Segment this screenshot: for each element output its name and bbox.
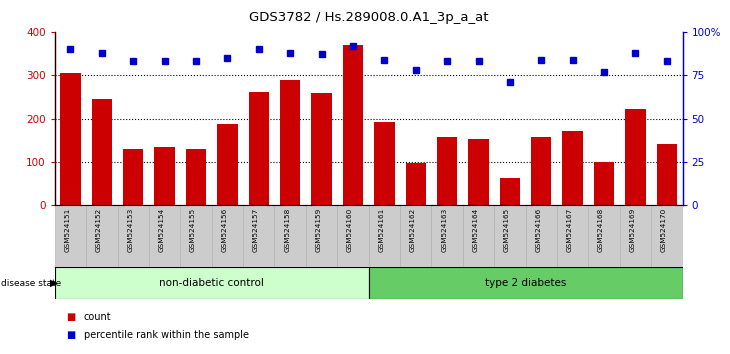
Text: GSM524166: GSM524166 [535, 208, 542, 252]
Bar [55, 267, 369, 299]
Text: GSM524169: GSM524169 [629, 208, 636, 252]
Text: GSM524165: GSM524165 [504, 208, 510, 252]
Text: GSM524164: GSM524164 [472, 208, 479, 252]
Text: GSM524167: GSM524167 [566, 208, 573, 252]
Bar [312, 93, 331, 205]
Bar [620, 205, 651, 269]
Bar [531, 137, 551, 205]
Text: GSM524154: GSM524154 [158, 208, 165, 252]
Bar [500, 178, 520, 205]
Bar [469, 139, 488, 205]
Text: ■: ■ [66, 312, 75, 322]
Text: GSM524155: GSM524155 [190, 208, 196, 252]
Bar [651, 205, 683, 269]
Bar [463, 205, 494, 269]
Bar [118, 205, 149, 269]
Bar [92, 99, 112, 205]
Bar [626, 109, 645, 205]
Text: GSM524156: GSM524156 [221, 208, 228, 252]
Bar [406, 163, 426, 205]
Text: GSM524153: GSM524153 [127, 208, 134, 252]
Bar [431, 205, 463, 269]
Bar [369, 267, 683, 299]
Bar [306, 205, 337, 269]
Bar [212, 205, 243, 269]
Text: count: count [84, 312, 112, 322]
Text: GSM524152: GSM524152 [96, 208, 102, 252]
Bar [186, 149, 206, 205]
Text: percentile rank within the sample: percentile rank within the sample [84, 330, 249, 339]
Text: GSM524162: GSM524162 [410, 208, 416, 252]
Text: GSM524158: GSM524158 [284, 208, 291, 252]
Text: GSM524170: GSM524170 [661, 208, 667, 252]
Bar [594, 162, 614, 205]
Text: type 2 diabetes: type 2 diabetes [485, 278, 566, 288]
Bar [123, 149, 143, 205]
Text: GSM524163: GSM524163 [441, 208, 447, 252]
Bar [180, 205, 212, 269]
Text: GSM524160: GSM524160 [347, 208, 353, 252]
Text: GSM524159: GSM524159 [315, 208, 322, 252]
Bar [243, 205, 274, 269]
Bar [657, 144, 677, 205]
Text: GSM524161: GSM524161 [378, 208, 385, 252]
Text: GSM524168: GSM524168 [598, 208, 604, 252]
Text: GSM524157: GSM524157 [253, 208, 259, 252]
Text: ▶: ▶ [50, 278, 57, 288]
Text: GSM524151: GSM524151 [64, 208, 71, 252]
Text: GDS3782 / Hs.289008.0.A1_3p_a_at: GDS3782 / Hs.289008.0.A1_3p_a_at [249, 11, 488, 24]
Bar [274, 205, 306, 269]
Bar [374, 122, 394, 205]
Bar [55, 205, 86, 269]
Text: disease state: disease state [1, 279, 61, 288]
Bar [249, 92, 269, 205]
Bar [343, 45, 363, 205]
Bar [280, 80, 300, 205]
Bar [494, 205, 526, 269]
Bar [218, 124, 237, 205]
Text: non-diabetic control: non-diabetic control [159, 278, 264, 288]
Bar [155, 147, 174, 205]
Bar [563, 131, 583, 205]
Bar [588, 205, 620, 269]
Bar [526, 205, 557, 269]
Bar [437, 137, 457, 205]
Bar [86, 205, 118, 269]
Bar [337, 205, 369, 269]
Bar [369, 205, 400, 269]
Bar [61, 73, 80, 205]
Text: ■: ■ [66, 330, 75, 339]
Bar [149, 205, 180, 269]
Bar [400, 205, 431, 269]
Bar [557, 205, 588, 269]
